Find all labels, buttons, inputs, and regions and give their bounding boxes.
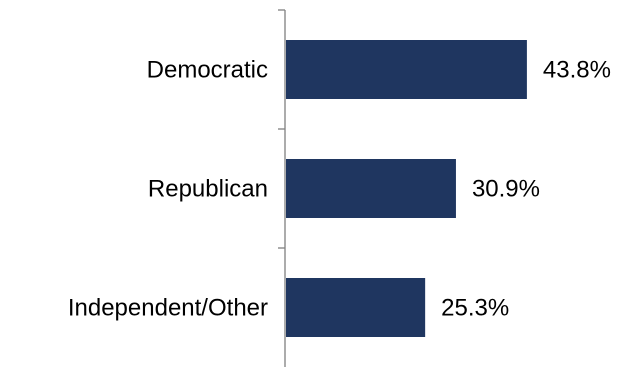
category-label: Democratic <box>147 57 268 84</box>
bar-democratic <box>286 40 527 99</box>
bar-republican <box>286 159 456 218</box>
data-label: 43.8% <box>543 57 611 84</box>
data-label: 25.3% <box>441 295 509 322</box>
bar-independent-other <box>286 278 426 337</box>
category-label: Republican <box>148 176 268 203</box>
labels-layer: Democratic 43.8% Republican 30.9% Independen… <box>68 57 611 322</box>
axis-layer <box>278 9 286 367</box>
bars-layer <box>286 40 527 337</box>
category-label: Independent/Other <box>68 295 268 322</box>
data-label: 30.9% <box>472 176 540 203</box>
